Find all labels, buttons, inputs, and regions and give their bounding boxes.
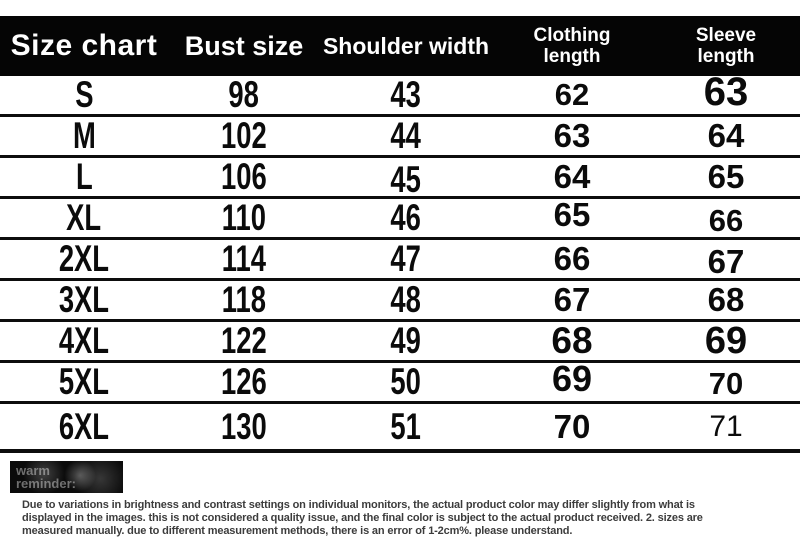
shoulder-value-cell: 45 (390, 159, 422, 200)
header-sleeve-length: Sleeve length (652, 25, 800, 67)
sleeve-value-cell: 64 (707, 117, 745, 154)
header-clothing-length: Clothing length (492, 25, 652, 67)
sleeve-value-cell: 63 (703, 69, 749, 114)
table-row: 5XL 126 50 69 70 (0, 358, 800, 404)
bust-value-cell: 114 (221, 238, 267, 279)
bust-value-cell: 130 (221, 405, 267, 447)
shoulder-value-cell: 50 (390, 361, 422, 402)
shoulder-value-cell: 43 (390, 74, 422, 115)
size-label-cell: 3XL (58, 279, 110, 320)
header-clothing-length-label: Clothing length (533, 25, 611, 67)
clothing-value-cell: 66 (553, 240, 591, 277)
size-label-cell: L (75, 156, 93, 197)
size-label-cell: XL (66, 197, 102, 238)
table-row: 3XL 118 48 67 68 (0, 279, 800, 322)
header-bust-size-label: Bust size (184, 30, 304, 61)
clothing-value-cell: 64 (553, 158, 591, 195)
header-shoulder-width: Shoulder width (320, 33, 492, 60)
warm-reminder-line2: reminder: (16, 476, 76, 491)
table-row: M 102 44 63 64 (0, 115, 800, 158)
clothing-value-cell: 68 (551, 320, 593, 361)
clothing-value-cell: 70 (553, 407, 591, 445)
disclaimer-line-3: measured manually. due to different meas… (22, 524, 573, 537)
size-label-cell: M (72, 115, 96, 156)
sleeve-value-cell: 71 (709, 409, 743, 443)
table-body: S 98 43 62 63 M 102 44 63 64 L 106 45 64… (0, 69, 800, 453)
table-row: 4XL 122 49 68 69 (0, 319, 800, 363)
header-shoulder-width-label: Shoulder width (322, 32, 490, 59)
bust-value-cell: 126 (221, 361, 267, 402)
shoulder-value-cell: 44 (390, 115, 422, 156)
bust-value-cell: 122 (221, 320, 267, 361)
size-label-cell: 2XL (58, 238, 110, 279)
shoulder-value-cell: 49 (390, 320, 422, 361)
bust-value-cell: 102 (221, 115, 267, 156)
disclaimer-line-2: displayed in the images. this is not con… (22, 511, 703, 524)
bust-value-cell: 98 (228, 74, 260, 115)
sleeve-value-cell: 69 (704, 319, 748, 362)
bust-value-cell: 106 (221, 156, 267, 197)
shoulder-value-cell: 46 (390, 197, 422, 238)
sleeve-value-cell: 66 (708, 203, 744, 238)
table-row: 2XL 114 47 66 67 (0, 238, 800, 281)
table-header: Size chart Bust size Shoulder width Clot… (0, 16, 800, 76)
clothing-value-cell: 62 (554, 77, 590, 112)
size-label-cell: 5XL (58, 361, 110, 402)
bust-value-cell: 118 (221, 279, 267, 320)
shoulder-value-cell: 47 (390, 238, 422, 279)
sleeve-value-cell: 67 (707, 243, 745, 280)
shoulder-value-cell: 51 (390, 405, 422, 447)
size-label-cell: 6XL (58, 405, 110, 447)
bust-value-cell: 110 (221, 197, 267, 238)
size-label-cell: 4XL (58, 320, 110, 361)
clothing-value-cell: 65 (553, 196, 591, 233)
sleeve-value-cell: 70 (708, 366, 744, 401)
header-sleeve-length-label: Sleeve length (695, 25, 757, 67)
table-row: L 106 45 64 65 (0, 156, 800, 200)
clothing-value-cell: 67 (553, 281, 591, 318)
disclaimer-text: Due to variations in brightness and cont… (22, 499, 792, 537)
header-size-chart-label: Size chart (10, 29, 158, 62)
clothing-value-cell: 69 (551, 358, 593, 399)
table-row: 6XL 130 51 70 71 (0, 404, 800, 453)
clothing-value-cell: 63 (553, 117, 591, 154)
size-label-cell: S (74, 74, 94, 115)
warm-reminder-badge: warm reminder: (10, 461, 123, 493)
table-row: S 98 43 62 63 (0, 69, 800, 117)
sleeve-value-cell: 68 (707, 281, 745, 318)
shoulder-value-cell: 48 (390, 279, 422, 320)
header-bust-size: Bust size (168, 31, 320, 62)
table-row: XL 110 46 65 66 (0, 196, 800, 240)
header-size-chart: Size chart (0, 29, 168, 63)
sleeve-value-cell: 65 (707, 158, 745, 195)
warm-reminder-line1: warm (16, 463, 50, 478)
disclaimer-line-1: Due to variations in brightness and cont… (22, 499, 695, 511)
